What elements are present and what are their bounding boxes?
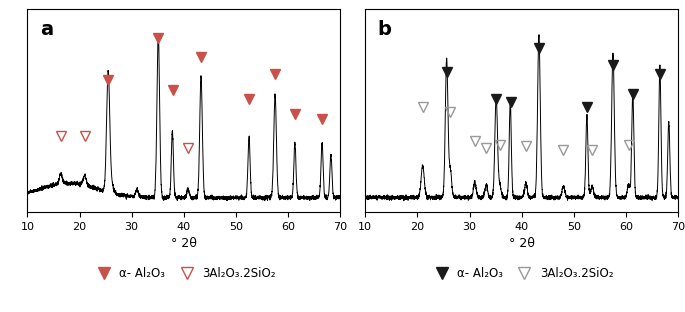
X-axis label: ° 2θ: ° 2θ (171, 237, 197, 251)
X-axis label: ° 2θ: ° 2θ (509, 237, 535, 251)
Text: b: b (378, 20, 392, 38)
Legend: α- Al₂O₃, 3Al₂O₃.2SiO₂: α- Al₂O₃, 3Al₂O₃.2SiO₂ (88, 263, 280, 285)
Text: a: a (40, 20, 53, 38)
Legend: α- Al₂O₃, 3Al₂O₃.2SiO₂: α- Al₂O₃, 3Al₂O₃.2SiO₂ (425, 263, 618, 285)
